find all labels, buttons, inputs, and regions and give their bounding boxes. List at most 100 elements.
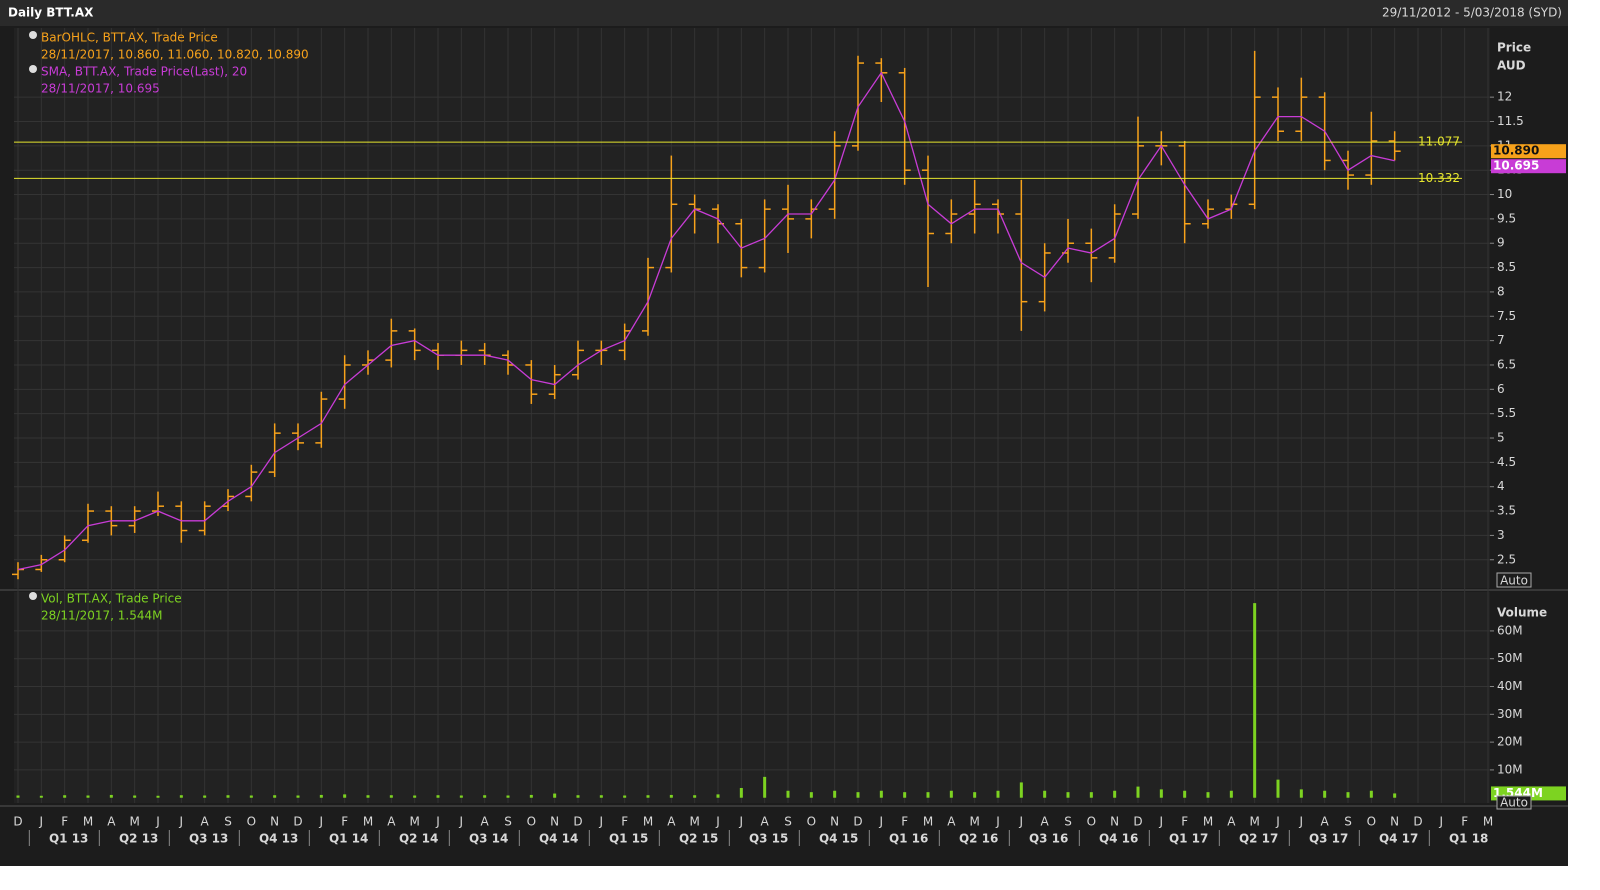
x-tick-label: N (270, 815, 279, 829)
quarter-label: Q2 14 (399, 832, 438, 846)
volume-bar (786, 790, 790, 798)
y-tick-label: 7 (1497, 333, 1505, 347)
x-tick-label: M (1203, 815, 1213, 829)
auto-button[interactable] (1496, 572, 1532, 588)
x-tick-label: J (995, 815, 1000, 829)
x-tick-label: S (1344, 815, 1352, 829)
horizontal-line-label: 10.332 (1418, 171, 1460, 185)
quarter-label: Q2 17 (1239, 832, 1278, 846)
volume-bar (1229, 790, 1233, 798)
quarter-label: Q4 13 (259, 832, 298, 846)
volume-bar (39, 795, 43, 798)
x-tick-label: M (643, 815, 653, 829)
volume-bar (763, 776, 767, 798)
volume-bar (856, 792, 860, 798)
volume-bar (903, 792, 907, 798)
last-value-label: 10.695 (1493, 159, 1539, 173)
quarter-label: Q3 15 (749, 832, 788, 846)
volume-bar (669, 794, 673, 798)
x-tick-label: F (621, 815, 628, 829)
volume-bar (716, 794, 720, 798)
x-tick-label: J (459, 815, 464, 829)
y-tick-label: 40M (1497, 679, 1523, 693)
header-bar (0, 0, 1568, 26)
x-tick-label: M (969, 815, 979, 829)
x-tick-label: J (1019, 815, 1024, 829)
volume-bar (879, 790, 883, 798)
y-tick-label: 4 (1497, 479, 1505, 493)
x-tick-label: A (947, 815, 956, 829)
quarter-label: Q1 16 (889, 832, 928, 846)
x-tick-label: D (573, 815, 582, 829)
x-tick-label: N (1110, 815, 1119, 829)
auto-button-label[interactable]: Auto (1500, 796, 1528, 810)
quarter-label: Q1 13 (49, 832, 88, 846)
auto-button[interactable] (1496, 795, 1532, 810)
volume-bar (1206, 792, 1210, 798)
quarter-label: Q3 17 (1309, 832, 1348, 846)
volume-bar (343, 794, 347, 798)
quarter-label: Q2 13 (119, 832, 158, 846)
legend-detail: 28/11/2017, 10.695 (41, 82, 160, 96)
y-tick-label: 10M (1497, 762, 1523, 776)
price-panel (14, 28, 1490, 588)
y-tick-label: 8 (1497, 284, 1505, 298)
x-tick-label: M (83, 815, 93, 829)
volume-bar (86, 795, 90, 798)
horizontal-line-label: 11.077 (1418, 135, 1460, 149)
volume-panel (14, 592, 1490, 803)
x-tick-label: D (293, 815, 302, 829)
y-tick-label: 7.5 (1497, 309, 1516, 323)
volume-bar (1276, 779, 1280, 798)
quarter-label: Q4 16 (1099, 832, 1138, 846)
x-tick-label: M (363, 815, 373, 829)
volume-bar (319, 794, 323, 798)
legend-detail: 28/11/2017, 10.860, 11.060, 10.820, 10.8… (41, 48, 309, 62)
y-tick-label: 30M (1497, 707, 1523, 721)
x-tick-label: J (1439, 815, 1444, 829)
y-tick-label: 8.5 (1497, 260, 1516, 274)
quarter-label: Q4 17 (1379, 832, 1418, 846)
volume-bar (926, 792, 930, 798)
volume-bar (16, 795, 20, 798)
y-tick-label: 6 (1497, 382, 1505, 396)
x-tick-label: D (1413, 815, 1422, 829)
volume-bar (1043, 790, 1047, 798)
y-tick-label: 9 (1497, 236, 1505, 250)
x-tick-label: J (879, 815, 884, 829)
x-tick-label: J (39, 815, 44, 829)
x-tick-label: M (409, 815, 419, 829)
x-tick-label: N (830, 815, 839, 829)
y-tick-label: 5.5 (1497, 406, 1516, 420)
x-tick-label: F (61, 815, 68, 829)
volume-bar (249, 795, 253, 798)
y-axis-unit: AUD (1497, 59, 1526, 73)
y-tick-label: 3 (1497, 528, 1505, 542)
x-tick-label: N (550, 815, 559, 829)
quarter-label: Q3 14 (469, 832, 508, 846)
x-tick-label: O (1087, 815, 1096, 829)
volume-bar (1019, 782, 1023, 798)
quarter-label: Q4 15 (819, 832, 858, 846)
y-tick-label: 5 (1497, 431, 1505, 445)
x-tick-label: F (1461, 815, 1468, 829)
y-tick-label: 11.5 (1497, 114, 1524, 128)
x-tick-label: A (1227, 815, 1236, 829)
legend-icon (29, 592, 37, 600)
auto-button-label[interactable]: Auto (1500, 574, 1528, 588)
volume-bar (296, 795, 300, 798)
volume-bar (179, 795, 183, 798)
volume-bar (156, 795, 160, 798)
x-tick-label: D (1133, 815, 1142, 829)
y-tick-label: 9.5 (1497, 211, 1516, 225)
x-tick-label: D (853, 815, 862, 829)
legend-icon (29, 31, 37, 39)
y-tick-label: 12 (1497, 90, 1512, 104)
volume-bar (506, 795, 510, 798)
volume-bar (973, 792, 977, 798)
x-tick-label: M (689, 815, 699, 829)
sma-line (17, 71, 1395, 571)
y-tick-label: 3.5 (1497, 504, 1516, 518)
x-tick-label: O (1367, 815, 1376, 829)
